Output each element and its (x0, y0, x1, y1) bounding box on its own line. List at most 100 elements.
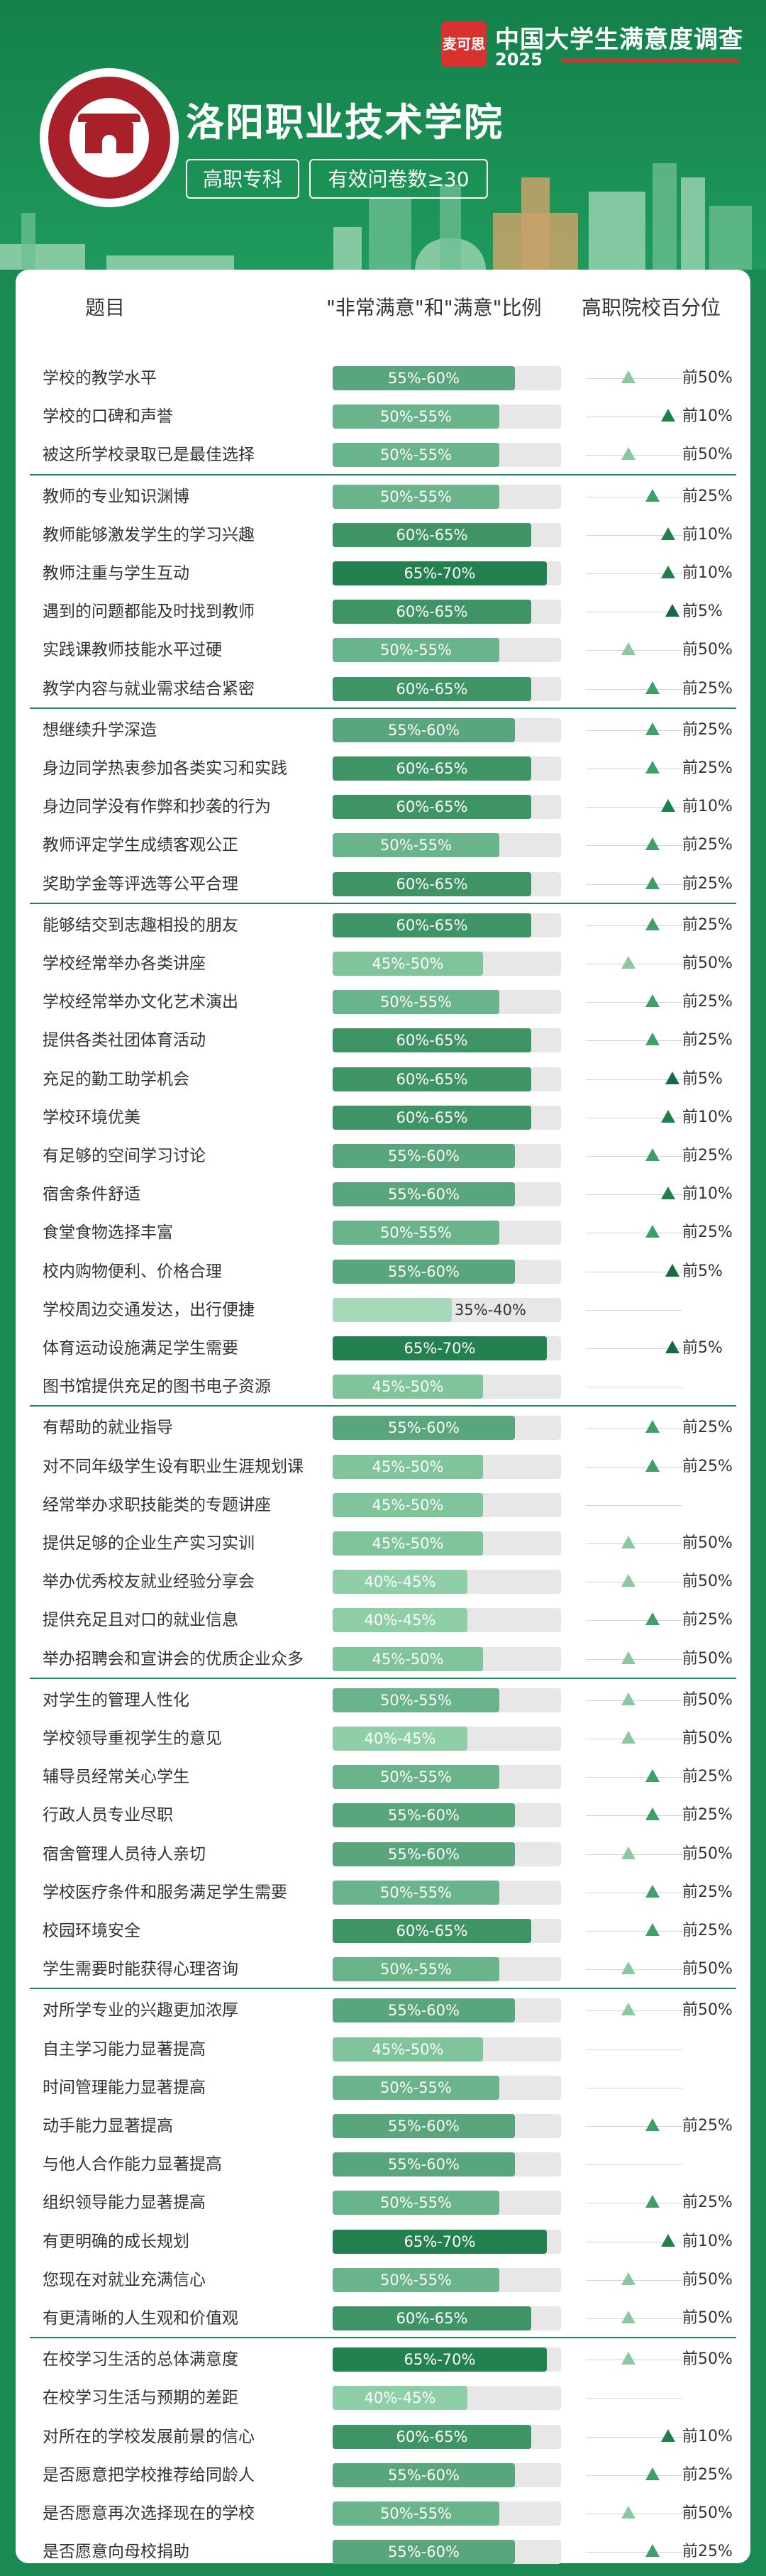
table-row: 与他人合作能力显著提高 55%-60% (16, 2145, 750, 2184)
table-row: 是否愿意再次选择现在的学校 50%-55% 前50% (16, 2494, 750, 2533)
percentile-marker-icon (645, 1769, 660, 1783)
ratio-bar (333, 833, 499, 858)
question-text: 遇到的问题都能及时找到教师 (43, 602, 255, 622)
table-row: 举办招聘会和宣讲会的优质企业众多 45%-50% 前50% (16, 1640, 750, 1678)
percentile-label: 前25% (682, 993, 733, 1011)
column-ratio: "非常满意"和"满意"比例 (326, 296, 542, 319)
ratio-bar (333, 676, 531, 701)
question-text: 宿舍条件舒适 (43, 1185, 140, 1204)
percentile-marker-icon (621, 1731, 635, 1744)
table-row: 宿舍条件舒适 55%-60% 前10% (16, 1175, 750, 1213)
percentile-axis (586, 2436, 682, 2438)
table-row: 图书馆提供充足的图书电子资源 45%-50% (16, 1367, 750, 1406)
ratio-range-label: 40%-45% (364, 2389, 436, 2407)
ratio-range-label: 45%-50% (372, 1458, 444, 1475)
percentile-label: 前10% (682, 2232, 733, 2250)
table-row: 奖助学金等评选等公平合理 60%-65% 前25% (16, 865, 750, 903)
ratio-bar (333, 2501, 499, 2526)
percentile-label: 前25% (682, 1147, 733, 1165)
percentile-marker-icon (645, 1884, 660, 1898)
percentile-marker-icon (645, 488, 660, 502)
ratio-range-label: 65%-70% (404, 2233, 476, 2250)
percentile-marker-icon (645, 994, 660, 1008)
section-divider (30, 902, 736, 904)
question-text: 提供足够的企业生产实习实训 (43, 1534, 255, 1553)
ratio-range-label: 50%-55% (380, 408, 452, 426)
ratio-range-label: 55%-60% (388, 2156, 460, 2174)
question-text: 学生需要时能获得心理咨询 (43, 1960, 238, 1979)
percentile-axis (586, 1428, 682, 1429)
percentile-label: 前25% (682, 836, 733, 854)
percentile-label: 前50% (682, 1844, 733, 1863)
table-row: 对不同年级学生设有职业生涯规划课 45%-50% 前25% (16, 1448, 750, 1486)
percentile-axis (586, 688, 682, 690)
percentile-label: 前10% (682, 1108, 733, 1126)
percentile-marker-icon (661, 2428, 675, 2442)
question-text: 学校的教学水平 (43, 369, 157, 387)
ratio-range-label: 35%-40% (455, 1301, 526, 1319)
percentile-label: 前50% (682, 2350, 733, 2369)
percentile-label: 前25% (682, 1922, 733, 1939)
column-percentile: 高职院校百分位 (582, 296, 721, 319)
ratio-range-label: 55%-60% (388, 1186, 460, 1204)
percentile-marker-icon (621, 447, 635, 461)
ratio-range-label: 60%-65% (396, 2428, 468, 2445)
column-question: 题目 (85, 296, 126, 319)
percentile-marker-icon (645, 1923, 660, 1936)
ratio-bar (333, 2037, 483, 2062)
percentile-label: 前50% (682, 446, 733, 464)
question-text: 校园环境安全 (43, 1922, 140, 1940)
ratio-range-label: 60%-65% (396, 760, 468, 777)
question-text: 图书馆提供充足的图书电子资源 (43, 1377, 271, 1397)
question-text: 是否愿意把学校推荐给同龄人 (43, 2465, 255, 2484)
table-row: 学校环境优美 60%-65% 前10% (16, 1099, 750, 1137)
ratio-bar (333, 484, 499, 509)
question-text: 对所学专业的兴趣更加浓厚 (43, 2001, 238, 2020)
gate-icon (78, 114, 140, 153)
percentile-marker-icon (645, 1612, 660, 1626)
ratio-bar (333, 795, 531, 820)
question-text: 是否愿意再次选择现在的学校 (43, 2504, 255, 2523)
ratio-bar (333, 443, 499, 468)
question-text: 学校周边交通发达，出行便捷 (43, 1300, 255, 1319)
ratio-range-label: 45%-50% (372, 1496, 444, 1514)
ratio-bar (333, 366, 515, 390)
percentile-marker-icon (645, 837, 660, 851)
header: 麦可思 中国大学生满意度调查 2025 洛阳职业技术学院 高职专科 有效问卷数≥… (0, 0, 766, 270)
ratio-bar (333, 2424, 531, 2449)
ratio-range-label: 55%-60% (388, 721, 460, 739)
ratio-range-label: 40%-45% (364, 1730, 436, 1747)
question-text: 对所在的学校发展前景的信心 (43, 2427, 255, 2446)
percentile-marker-icon (621, 956, 635, 969)
table-row: 能够结交到志趣相投的朋友 60%-65% 前25% (16, 906, 750, 945)
table-row: 有足够的空间学习讨论 55%-60% 前25% (16, 1137, 750, 1175)
table-row: 学校领导重视学生的意见 40%-45% 前50% (16, 1719, 750, 1758)
ratio-range-label: 50%-55% (380, 1768, 452, 1786)
percentile-marker-icon (645, 681, 660, 694)
ratio-bar (333, 1998, 515, 2023)
brand-underline (562, 59, 739, 62)
table-row: 在校学习生活的总体满意度 65%-70% 前50% (16, 2340, 750, 2379)
percentile-marker-icon (621, 2003, 635, 2016)
table-row: 学校周边交通发达，出行便捷 35%-40% (16, 1291, 750, 1329)
ratio-range-label: 60%-65% (396, 798, 468, 816)
ratio-range-label: 55%-60% (388, 1262, 460, 1280)
ratio-range-label: 50%-55% (380, 642, 452, 659)
table-row: 自主学习能力显著提高 45%-50% (16, 2030, 750, 2069)
percentile-marker-icon (661, 566, 675, 578)
table-row: 是否愿意向母校捐助 55%-60% 前25% (16, 2533, 750, 2571)
table-row: 在校学习生活与预期的差距 40%-45% (16, 2379, 750, 2417)
table-row: 提供足够的企业生产实习实训 45%-50% 前50% (16, 1524, 750, 1563)
table-row: 教师能够激发学生的学习兴趣 60%-65% 前10% (16, 516, 750, 554)
percentile-axis (586, 2398, 682, 2399)
percentile-marker-icon (645, 1148, 660, 1161)
table-row: 学校的教学水平 55%-60% 前50% (16, 359, 750, 397)
table-row: 体育运动设施满足学生需要 65%-70% 前5% (16, 1329, 750, 1367)
question-text: 教师注重与学生互动 (43, 564, 189, 583)
school-name: 洛阳职业技术学院 (186, 100, 504, 145)
percentile-label: 前50% (682, 1690, 733, 1709)
percentile-marker-icon (645, 876, 660, 889)
percentile-marker-icon (645, 761, 660, 774)
percentile-marker-icon (665, 604, 679, 617)
ratio-range-label: 60%-65% (396, 680, 468, 698)
